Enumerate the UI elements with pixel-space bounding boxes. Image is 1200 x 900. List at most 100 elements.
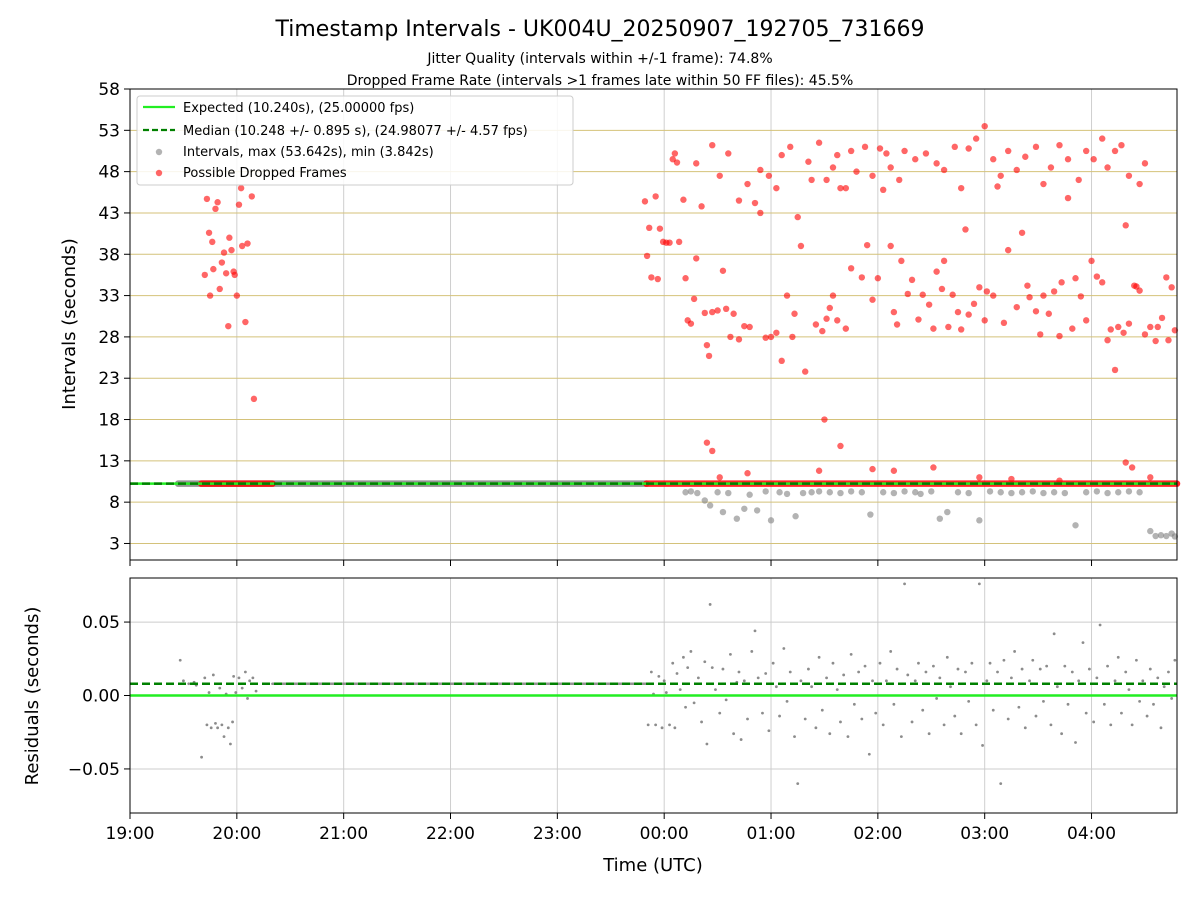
dropped-frame-point	[693, 160, 700, 167]
interval-point	[928, 488, 935, 495]
y-tick-label: 28	[98, 328, 120, 348]
residual-point	[254, 689, 258, 693]
interval-point	[733, 515, 741, 522]
residual-point	[251, 676, 255, 680]
residual-point	[828, 732, 832, 736]
residual-point	[246, 697, 249, 700]
dropped-frame-point	[957, 184, 965, 192]
legend: Expected (10.240s), (25.00000 fps) Media…	[136, 95, 574, 186]
dropped-frame-point	[778, 151, 785, 159]
dropped-frame-point	[654, 275, 661, 283]
y-tick-label: 33	[98, 287, 120, 307]
residual-point	[689, 650, 693, 653]
residual-point	[1020, 667, 1024, 671]
residual-point	[692, 701, 696, 705]
dropped-frame-point	[1158, 314, 1166, 322]
residual-point	[1042, 699, 1045, 703]
residual-point	[1152, 702, 1155, 706]
dropped-frame-point	[746, 323, 753, 331]
dropped-frame-point	[1147, 323, 1154, 331]
interval-point	[687, 488, 695, 495]
intervals-x-tick-marks	[129, 560, 1093, 566]
dropped-frame-point	[1122, 459, 1129, 466]
dropped-frame-point	[735, 336, 743, 343]
residual-point	[1045, 664, 1049, 668]
dropped-frame-point	[201, 271, 208, 279]
dropped-frame-point	[938, 285, 946, 293]
dropped-frame-point	[730, 310, 737, 317]
residual-point	[874, 711, 878, 715]
dropped-frame-point	[1004, 246, 1012, 254]
residuals-panel: −0.05 0.00 0.05 19:00 20:00 21:00 22:00 23:00 0…	[22, 577, 1178, 844]
dropped-frame-point	[1163, 274, 1170, 281]
dropped-frame-point	[1090, 156, 1097, 163]
residual-point	[226, 726, 230, 730]
dropped-frame-point	[652, 193, 659, 200]
dropped-frame-point	[869, 172, 876, 179]
dropped-frame-point	[1058, 279, 1065, 286]
residual-point	[1023, 726, 1027, 730]
legend-intervals-marker	[155, 148, 163, 156]
residual-point	[967, 699, 971, 703]
residual-point	[970, 661, 974, 665]
dropped-frame-point	[821, 416, 828, 423]
dropped-frame-point	[767, 333, 775, 341]
dropped-frame-point	[869, 296, 876, 303]
dropped-frame-point	[1069, 325, 1076, 332]
interval-point	[1061, 489, 1069, 497]
residual-point	[1010, 676, 1013, 680]
residual-point	[1173, 658, 1177, 662]
residual-point	[750, 650, 754, 653]
interval-point	[1029, 488, 1036, 495]
x-tick-label: 00:00	[640, 824, 689, 844]
residual-point	[708, 603, 712, 606]
dropped-frame-point	[876, 145, 884, 152]
interval-point	[753, 507, 761, 514]
residual-point	[949, 685, 952, 689]
residual-point	[807, 667, 810, 671]
residual-point	[756, 676, 760, 680]
residual-point	[956, 667, 960, 671]
residual-point	[903, 582, 906, 586]
residual-point	[1170, 697, 1174, 700]
residual-point	[671, 661, 675, 665]
y-tick-label: −0.05	[68, 760, 120, 780]
dropped-frame-point	[244, 240, 251, 247]
dropped-frame-point	[231, 271, 238, 279]
legend-box	[136, 95, 574, 186]
dropped-frame-point	[722, 305, 730, 312]
residual-point	[718, 711, 722, 715]
dropped-frame-point	[834, 317, 841, 324]
residual-point	[700, 720, 703, 724]
residual-point	[660, 726, 664, 730]
dropped-frame-point	[1013, 166, 1020, 174]
dropped-frame-point	[970, 300, 978, 308]
residual-point	[682, 655, 685, 659]
dropped-frame-point	[666, 239, 673, 246]
residual-point	[182, 679, 185, 683]
x-tick-label: 01:00	[747, 824, 796, 844]
dropped-frame-point	[1107, 326, 1114, 333]
interval-point	[901, 488, 908, 495]
residual-point	[1092, 720, 1096, 724]
dropped-frame-point	[997, 172, 1004, 179]
dropped-frame-point	[235, 201, 243, 208]
interval-point	[1104, 489, 1111, 497]
dropped-frame-point	[858, 274, 866, 281]
dropped-frame-point	[1152, 337, 1159, 345]
residual-point	[705, 742, 709, 746]
dropped-frame-point	[1008, 475, 1015, 483]
residual-point	[222, 735, 226, 739]
residual-point	[205, 723, 209, 727]
dropped-frame-point	[757, 166, 764, 174]
residual-point	[788, 670, 792, 674]
dropped-frame-point	[1099, 135, 1106, 142]
residual-point	[237, 676, 241, 680]
dropped-frame-point	[829, 292, 837, 299]
dropped-frame-point	[842, 184, 850, 192]
interval-point	[1157, 532, 1165, 539]
residual-point	[753, 629, 757, 633]
dropped-frame-point	[703, 439, 711, 446]
dropped-frame-point	[815, 467, 823, 474]
dropped-frame-point	[744, 180, 751, 188]
